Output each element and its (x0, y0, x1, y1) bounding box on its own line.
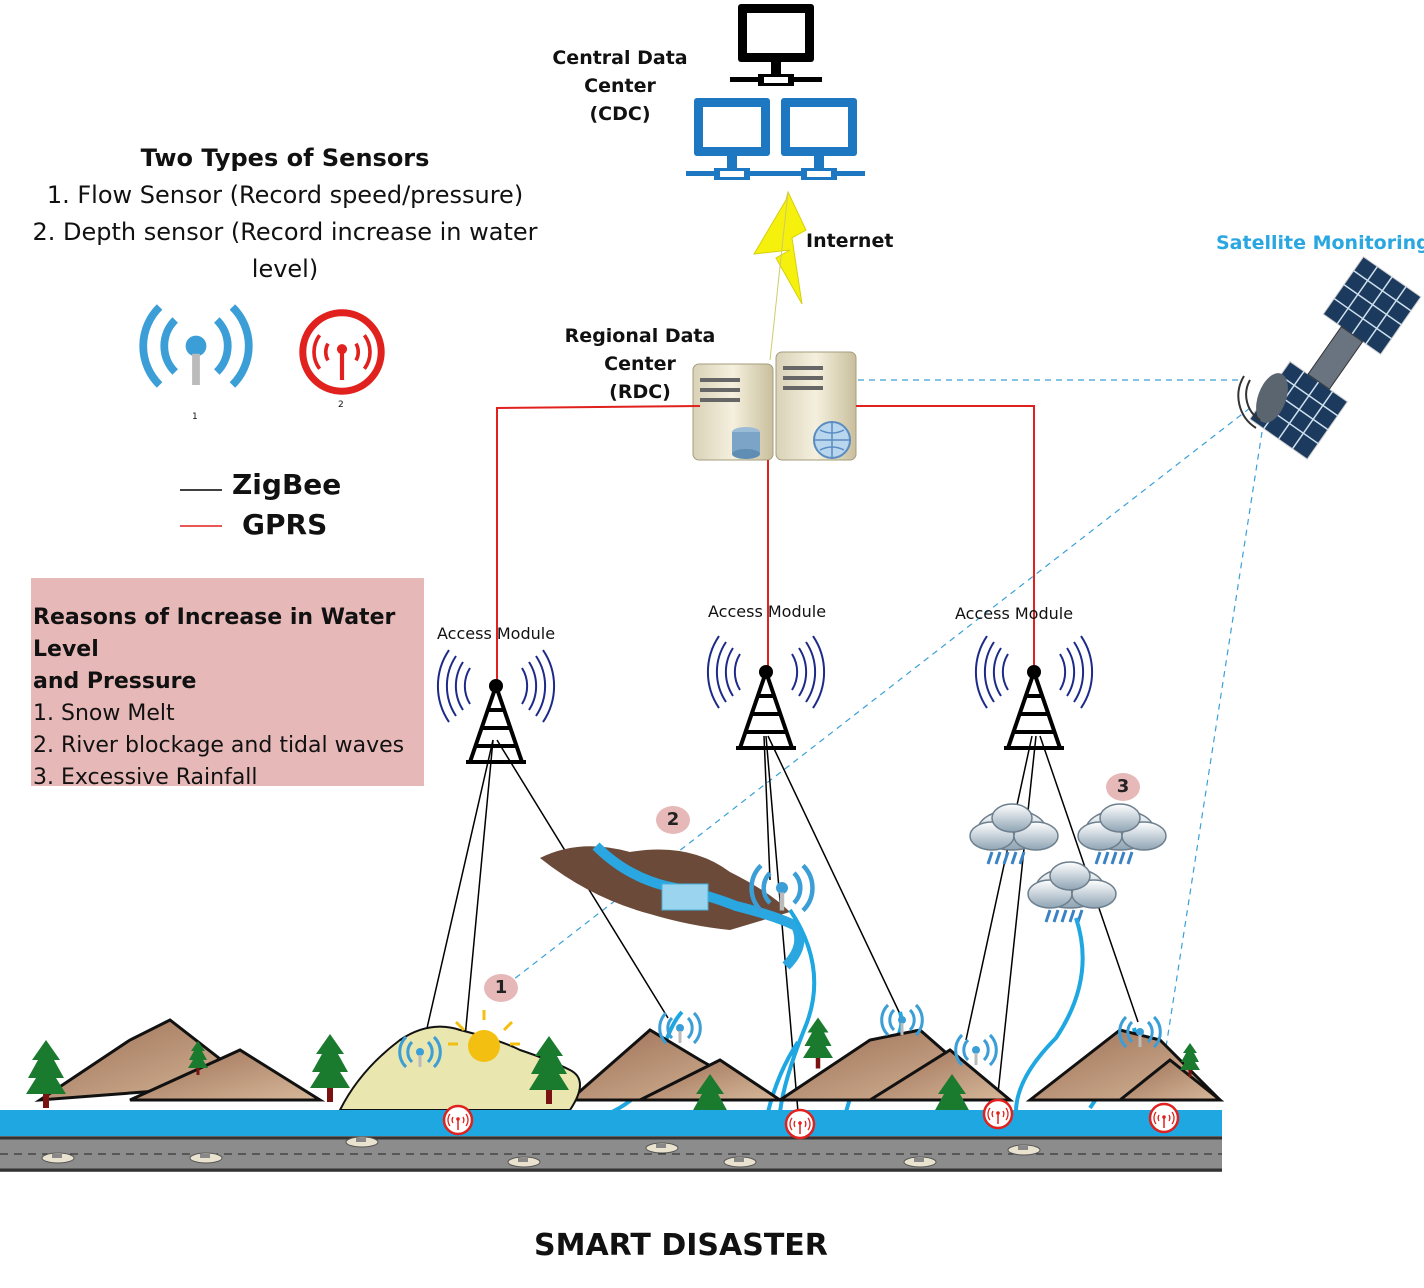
reasons-title-line2: and Pressure (33, 669, 197, 694)
gprs-link-left (496, 405, 701, 680)
legend-gprs: GPRS (242, 508, 328, 541)
legend-zigbee: ZigBee (232, 468, 342, 501)
lightning-icon (753, 190, 807, 305)
server-icon (775, 351, 857, 461)
server-icon (692, 363, 774, 461)
reason-item: 3. Excessive Rainfall (33, 765, 258, 790)
sensor-type-item: 1. Flow Sensor (Record speed/pressure) (46, 181, 524, 209)
cdc-label-line1: Central Data Center (552, 47, 688, 97)
car-icon (1007, 1144, 1041, 1156)
computer-icon (773, 98, 865, 180)
satellite-icon (1237, 256, 1422, 460)
sensor-types-title: Two Types of Sensors (140, 144, 430, 172)
access-module-label: Access Module (708, 602, 827, 621)
satellite-label: Satellite Monitoring (1216, 232, 1424, 254)
car-icon (903, 1156, 937, 1168)
satellite-links (499, 379, 1263, 1061)
gprs-link-right (856, 405, 1035, 670)
internet-link (769, 191, 789, 361)
access-module-label: Access Module (955, 604, 1074, 623)
depth-sensor-icon (1148, 1102, 1180, 1134)
river-blockage (540, 842, 805, 970)
reasons-panel: Reasons of Increase in Water Level and P… (31, 578, 424, 790)
diagram-title: SMART DISASTER (534, 1228, 828, 1263)
cloud-rain-icon (968, 802, 1060, 866)
rdc-label: Regional Data Center (RDC) (530, 322, 750, 406)
cdc-computer-icon (730, 4, 822, 86)
reason-item: 1. Snow Melt (33, 701, 175, 726)
car-icon (507, 1156, 541, 1168)
depth-sensor-icon (442, 1104, 474, 1136)
internet-label: Internet (806, 230, 894, 252)
cloud-rain-icon (1026, 860, 1118, 924)
marker-river-blockage: 2 (656, 806, 690, 834)
flow-sensor-legend-label: 1 (192, 412, 198, 422)
reason-item: 2. River blockage and tidal waves (33, 733, 405, 758)
cloud-rain-icon (1076, 802, 1168, 866)
depth-sensor-legend-icon (303, 313, 381, 391)
flow-sensor-legend-icon (143, 307, 249, 385)
depth-sensor-legend-label: 2 (338, 400, 344, 410)
marker-rainfall: 3 (1106, 773, 1140, 801)
cdc-label-line2: (CDC) (589, 103, 651, 125)
marker-snow-melt: 1 (484, 974, 518, 1002)
car-icon (645, 1142, 679, 1154)
sensor-type-item: level) (251, 255, 319, 283)
tree-icon (310, 1034, 350, 1102)
depth-sensor-icon (784, 1108, 816, 1140)
depth-sensor-icon (982, 1098, 1014, 1130)
car-icon (345, 1136, 379, 1148)
car-icon (189, 1152, 223, 1164)
mountain-icon (34, 1018, 1225, 1102)
sensor-type-item: 2. Depth sensor (Record increase in wate… (32, 218, 538, 246)
car-icon (41, 1152, 75, 1164)
river-band (0, 1110, 1222, 1136)
tower-icon (705, 634, 827, 750)
car-icon (723, 1156, 757, 1168)
access-module-label: Access Module (437, 624, 556, 643)
rdc-label-line2: (RDC) (609, 381, 671, 403)
cdc-label: Central Data Center (CDC) (520, 44, 720, 128)
reasons-title-line1: Reasons of Increase in Water Level (33, 605, 396, 662)
sensor-types-panel: Two Types of Sensors 1. Flow Sensor (Rec… (10, 140, 560, 288)
rdc-label-line1: Regional Data Center (564, 325, 716, 375)
